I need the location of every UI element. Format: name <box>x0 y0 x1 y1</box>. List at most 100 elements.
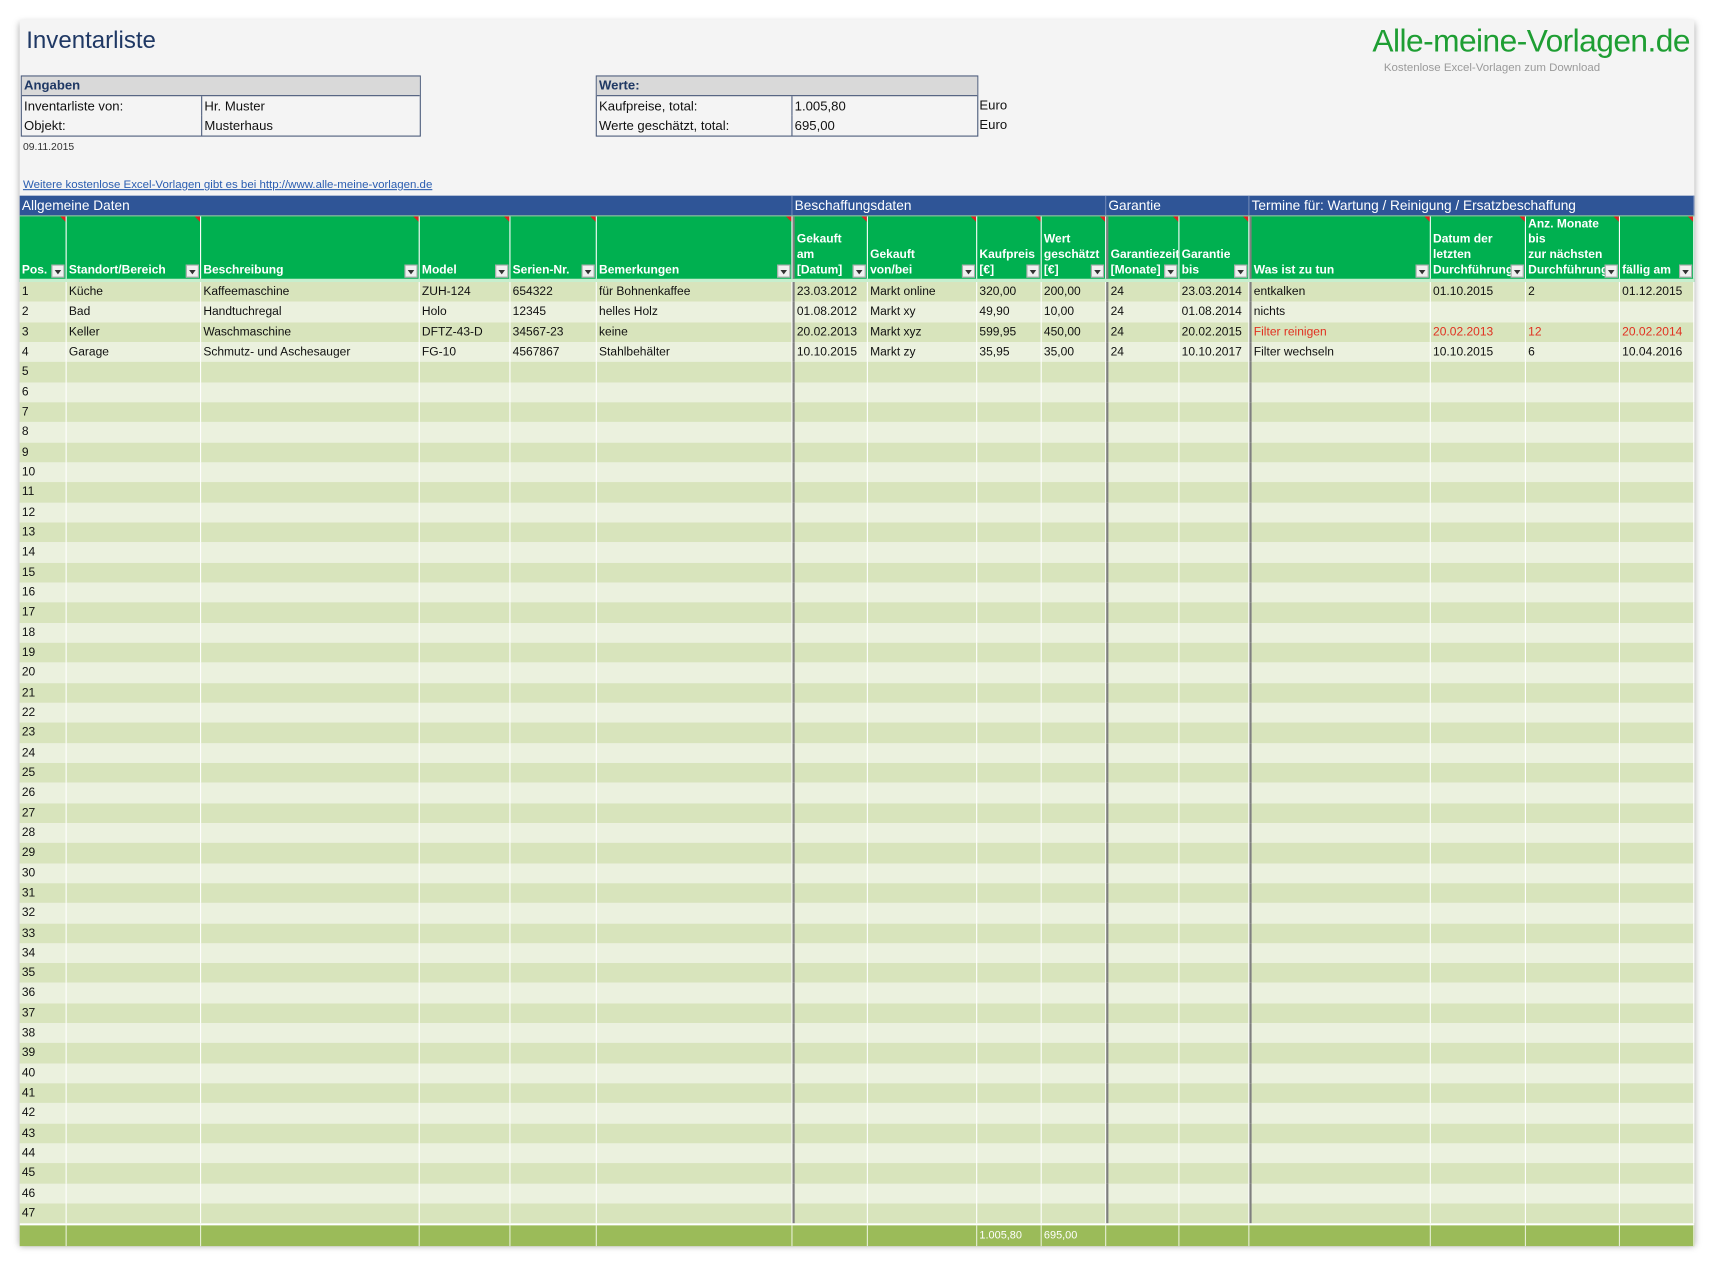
table-cell[interactable] <box>510 863 597 884</box>
table-cell[interactable] <box>1526 762 1620 783</box>
table-cell[interactable] <box>1042 382 1107 403</box>
table-cell[interactable] <box>201 542 420 563</box>
table-cell[interactable] <box>1106 1083 1180 1104</box>
table-cell[interactable] <box>67 963 202 984</box>
table-cell[interactable] <box>1179 462 1250 483</box>
table-cell[interactable] <box>1526 943 1620 964</box>
table-cell[interactable] <box>201 1043 420 1064</box>
table-cell[interactable] <box>597 903 793 924</box>
table-cell[interactable]: 13 <box>20 522 67 543</box>
table-cell[interactable] <box>1106 883 1180 904</box>
table-cell[interactable] <box>420 1003 511 1024</box>
table-cell[interactable] <box>597 842 793 864</box>
table-cell[interactable] <box>510 402 597 423</box>
table-cell[interactable] <box>1106 1123 1180 1144</box>
table-cell[interactable] <box>1179 522 1250 543</box>
table-cell[interactable] <box>420 1203 511 1224</box>
table-cell[interactable] <box>1179 883 1250 904</box>
table-cell[interactable]: 31 <box>20 883 67 904</box>
table-cell[interactable] <box>1431 562 1526 583</box>
table-cell[interactable] <box>1106 562 1180 583</box>
table-cell[interactable] <box>1106 943 1180 964</box>
table-cell[interactable] <box>420 762 511 783</box>
table-cell[interactable] <box>1431 1023 1526 1044</box>
table-cell[interactable] <box>510 582 597 603</box>
table-cell[interactable]: helles Holz <box>597 302 793 323</box>
table-cell[interactable] <box>1249 1183 1431 1204</box>
table-cell[interactable]: 32 <box>20 903 67 924</box>
table-cell[interactable]: 24 <box>1106 342 1180 363</box>
table-cell[interactable]: 450,00 <box>1042 322 1107 343</box>
table-cell[interactable] <box>1179 422 1250 443</box>
table-cell[interactable] <box>597 1103 793 1124</box>
table-cell[interactable] <box>1431 642 1526 663</box>
table-cell[interactable] <box>868 1083 978 1104</box>
table-cell[interactable] <box>1042 1003 1107 1024</box>
table-cell[interactable] <box>1179 842 1250 864</box>
table-cell[interactable] <box>977 1203 1042 1224</box>
table-cell[interactable]: 34 <box>20 943 67 964</box>
table-cell[interactable] <box>977 1003 1042 1024</box>
table-cell[interactable] <box>977 1043 1042 1064</box>
table-cell[interactable] <box>1620 883 1695 904</box>
table-cell[interactable] <box>510 542 597 563</box>
table-cell[interactable]: 19 <box>20 642 67 663</box>
table-cell[interactable] <box>67 362 202 383</box>
table-cell[interactable] <box>1179 963 1250 984</box>
table-cell[interactable] <box>1620 702 1695 723</box>
table-cell[interactable] <box>1042 522 1107 543</box>
table-cell[interactable] <box>201 863 420 884</box>
table-cell[interactable] <box>868 502 978 523</box>
table-cell[interactable] <box>868 842 978 864</box>
table-cell[interactable] <box>1431 602 1526 623</box>
table-cell[interactable] <box>1042 963 1107 984</box>
table-cell[interactable] <box>1431 1203 1526 1224</box>
table-cell[interactable] <box>67 1183 202 1204</box>
table-cell[interactable] <box>868 822 978 843</box>
table-cell[interactable] <box>67 863 202 884</box>
table-cell[interactable] <box>1526 822 1620 843</box>
table-cell[interactable] <box>1042 442 1107 463</box>
table-cell[interactable] <box>597 983 793 1004</box>
table-cell[interactable]: 24 <box>1106 322 1180 343</box>
table-cell[interactable] <box>1620 983 1695 1004</box>
table-cell[interactable] <box>1042 662 1107 683</box>
table-cell[interactable] <box>868 442 978 463</box>
table-cell[interactable] <box>510 903 597 924</box>
table-cell[interactable] <box>792 502 868 523</box>
table-cell[interactable] <box>1106 1203 1180 1224</box>
table-cell[interactable] <box>420 382 511 403</box>
table-cell[interactable] <box>1526 582 1620 603</box>
table-cell[interactable] <box>1042 782 1107 803</box>
table-cell[interactable] <box>67 402 202 423</box>
table-cell[interactable]: 22 <box>20 702 67 723</box>
table-cell[interactable] <box>1106 1183 1180 1204</box>
table-cell[interactable] <box>1431 1103 1526 1124</box>
table-cell[interactable] <box>1620 842 1695 864</box>
table-cell[interactable] <box>597 542 793 563</box>
table-cell[interactable] <box>792 1023 868 1044</box>
table-cell[interactable] <box>868 362 978 383</box>
table-cell[interactable] <box>510 782 597 803</box>
table-cell[interactable] <box>1431 622 1526 643</box>
table-cell[interactable] <box>868 722 978 743</box>
table-cell[interactable] <box>1431 462 1526 483</box>
table-cell[interactable] <box>1179 923 1250 944</box>
table-cell[interactable] <box>1249 622 1431 643</box>
table-cell[interactable] <box>868 963 978 984</box>
table-cell[interactable] <box>1249 822 1431 843</box>
table-cell[interactable] <box>1042 402 1107 423</box>
table-cell[interactable] <box>67 1023 202 1044</box>
table-cell[interactable] <box>201 782 420 803</box>
table-cell[interactable] <box>977 642 1042 663</box>
table-cell[interactable]: 37 <box>20 1003 67 1024</box>
table-cell[interactable]: 01.08.2012 <box>792 302 868 323</box>
table-cell[interactable] <box>792 983 868 1004</box>
table-cell[interactable] <box>1042 923 1107 944</box>
table-cell[interactable] <box>510 422 597 443</box>
table-cell[interactable] <box>1620 682 1695 703</box>
table-cell[interactable] <box>1042 1063 1107 1084</box>
table-cell[interactable]: 27 <box>20 802 67 823</box>
table-cell[interactable] <box>420 822 511 843</box>
table-cell[interactable] <box>1526 602 1620 623</box>
